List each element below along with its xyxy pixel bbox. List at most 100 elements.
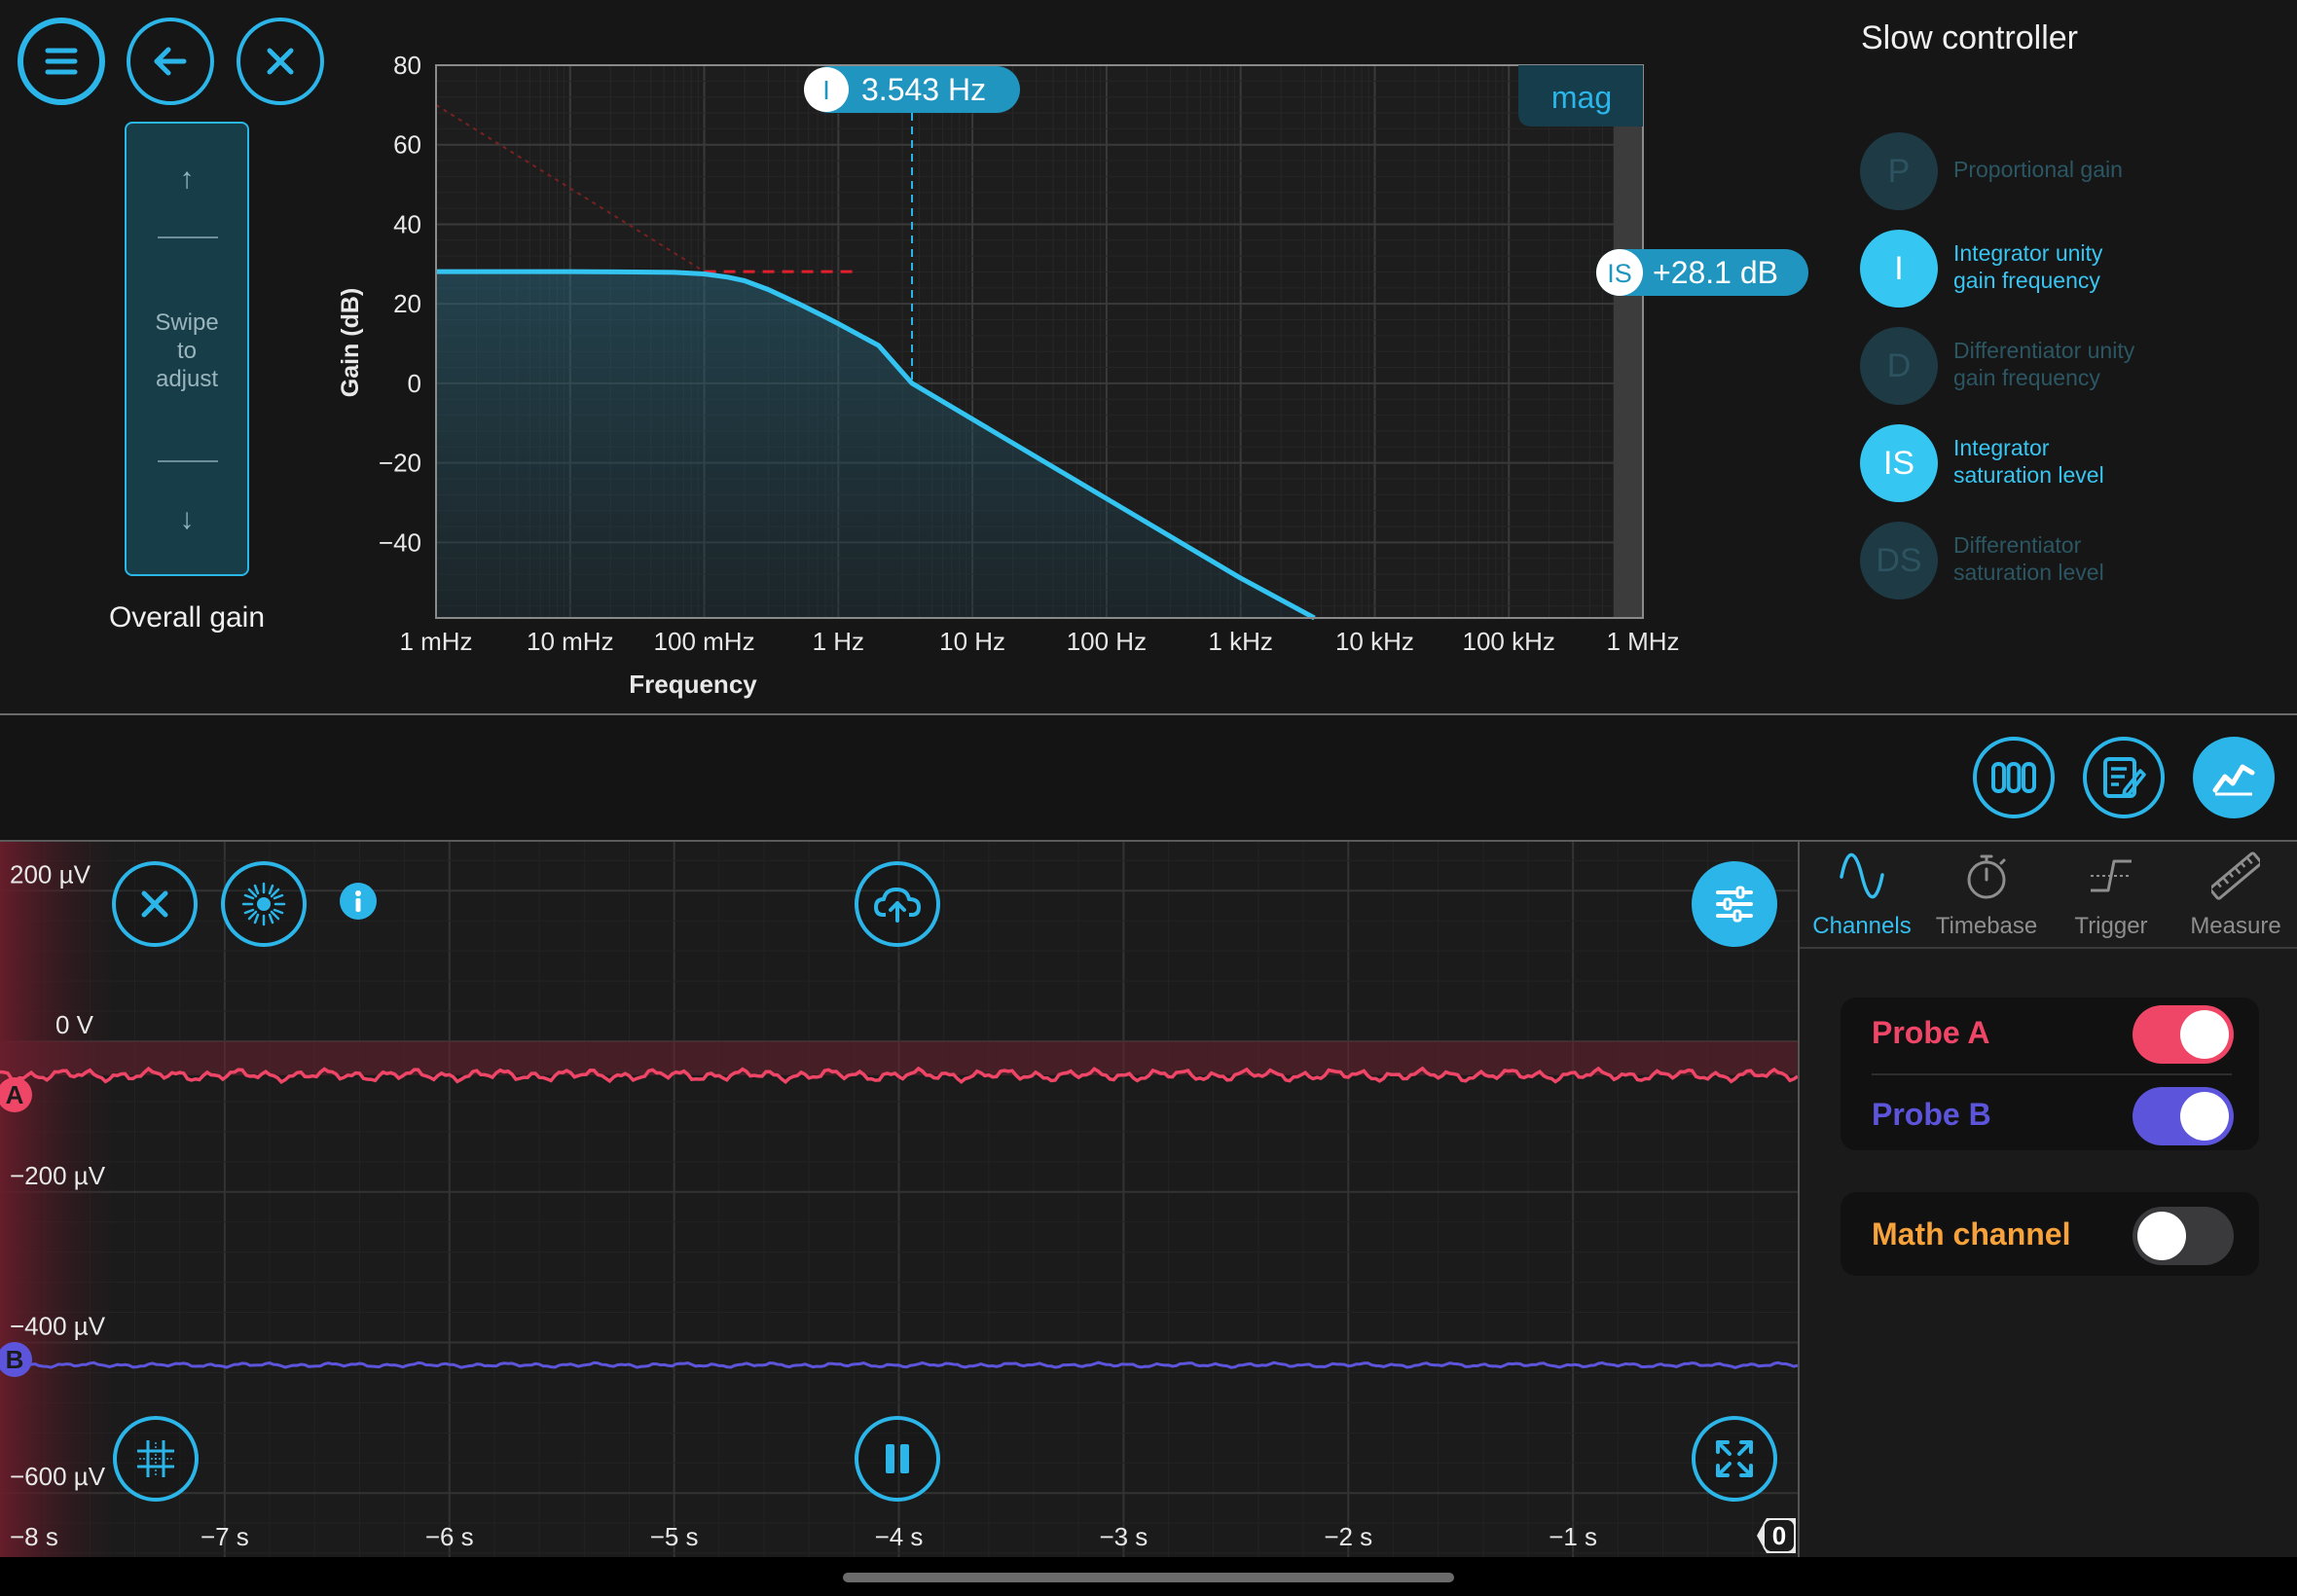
close-icon bbox=[141, 890, 168, 918]
fullscreen-button[interactable] bbox=[1692, 1416, 1777, 1502]
overall-gain-slider[interactable]: ↑ Swipe to adjust ↓ bbox=[125, 122, 249, 576]
scope-x-tick-label: −4 s bbox=[875, 1522, 924, 1551]
three-bars-icon bbox=[1991, 762, 2036, 793]
x-tick-label: 1 Hz bbox=[813, 627, 864, 656]
menu-button[interactable] bbox=[18, 18, 105, 105]
scope-y-tick-label: −400 µV bbox=[10, 1312, 106, 1341]
sliders-icon bbox=[1716, 886, 1753, 923]
notes-button[interactable] bbox=[2083, 737, 2165, 818]
grid-button[interactable] bbox=[113, 1416, 199, 1502]
param-ds-button[interactable]: DS bbox=[1860, 522, 1938, 599]
scope-x-tick-label: −3 s bbox=[1099, 1522, 1148, 1551]
probe-b-label: Probe B bbox=[1872, 1097, 1991, 1132]
trigger-marker-label: 0 bbox=[1772, 1521, 1786, 1550]
grid-crosshair-icon bbox=[137, 1440, 174, 1477]
scope-x-tick-label: −2 s bbox=[1324, 1522, 1372, 1551]
info-button[interactable] bbox=[340, 883, 377, 920]
pause-icon bbox=[886, 1444, 909, 1473]
scope-y-tick-label: 200 µV bbox=[10, 859, 91, 889]
param-label-line: saturation level bbox=[1953, 560, 2104, 585]
param-p-button[interactable]: P bbox=[1860, 132, 1938, 210]
param-p-label[interactable]: Proportional gain bbox=[1953, 156, 2206, 183]
settings-tabs: Channels Timebase Trigger bbox=[1800, 842, 2297, 949]
stopwatch-icon bbox=[1967, 854, 2006, 899]
param-d-label[interactable]: Differentiator unity gain frequency bbox=[1953, 337, 2206, 391]
probes-card: Probe A Probe B bbox=[1841, 998, 2259, 1150]
home-indicator[interactable] bbox=[843, 1573, 1454, 1582]
param-label-line: Differentiator bbox=[1953, 532, 2082, 558]
sine-wave-icon bbox=[1840, 852, 1884, 899]
channels-view-button[interactable] bbox=[1973, 737, 2055, 818]
x-tick-label: 1 kHz bbox=[1208, 627, 1272, 656]
close-button[interactable] bbox=[237, 18, 324, 105]
is-marker-badge[interactable]: IS +28.1 dB bbox=[1596, 249, 1808, 296]
math-channel-toggle[interactable] bbox=[2133, 1207, 2234, 1265]
is-marker-value: +28.1 dB bbox=[1653, 255, 1778, 290]
tab-trigger[interactable]: Trigger bbox=[2049, 842, 2173, 949]
swipe-hint-line: Swipe bbox=[155, 309, 219, 336]
param-label-line: Integrator bbox=[1953, 435, 2050, 460]
i-marker-value: 3.543 Hz bbox=[861, 72, 986, 107]
probe-a-row: Probe A bbox=[1841, 998, 2259, 1068]
math-channel-label: Math channel bbox=[1872, 1216, 2071, 1251]
mag-toggle[interactable]: mag bbox=[1518, 65, 1643, 127]
param-i-label[interactable]: Integrator unity gain frequency bbox=[1953, 239, 2206, 294]
info-icon bbox=[355, 890, 361, 912]
pause-button[interactable] bbox=[855, 1416, 940, 1502]
trigger-position-marker[interactable]: 0 bbox=[1757, 1518, 1796, 1553]
probe-a-marker[interactable]: A bbox=[0, 1077, 32, 1112]
back-button[interactable] bbox=[127, 18, 214, 105]
math-card: Math channel bbox=[1841, 1192, 2259, 1276]
pid-controller-panel: ↑ Swipe to adjust ↓ Overall gain mag bbox=[0, 0, 2297, 713]
probe-a-trace bbox=[0, 1066, 1798, 1085]
history-edge-shade bbox=[0, 842, 117, 1557]
x-tick-label: 10 mHz bbox=[527, 627, 614, 656]
toggle-knob bbox=[2180, 1010, 2229, 1059]
laser-button[interactable] bbox=[221, 861, 307, 947]
probe-b-marker-letter: B bbox=[6, 1345, 24, 1374]
y-tick-label: 60 bbox=[393, 130, 421, 160]
toolbar-divider bbox=[0, 840, 2297, 842]
param-is-label[interactable]: Integrator saturation level bbox=[1953, 434, 2206, 489]
param-is-button[interactable]: IS bbox=[1860, 424, 1938, 502]
y-tick-label: 40 bbox=[393, 209, 421, 238]
param-ds-label[interactable]: Differentiator saturation level bbox=[1953, 531, 2206, 586]
scope-y-tick-label: −200 µV bbox=[10, 1161, 106, 1190]
tab-measure[interactable]: Measure bbox=[2173, 842, 2297, 949]
tab-label: Channels bbox=[1812, 913, 1912, 939]
up-arrow-icon: ↑ bbox=[179, 163, 195, 195]
x-axis-ticks: 1 mHz 10 mHz 100 mHz 1 Hz 10 Hz 100 Hz 1 kHz 10… bbox=[399, 627, 1679, 656]
param-d-button[interactable]: D bbox=[1860, 327, 1938, 405]
tab-timebase[interactable]: Timebase bbox=[1924, 842, 2049, 949]
probe-a-label: Probe A bbox=[1872, 1015, 1990, 1050]
scope-settings-button[interactable] bbox=[1692, 861, 1777, 947]
cloud-upload-icon bbox=[874, 888, 921, 923]
plot-right-scrollbar[interactable] bbox=[1614, 65, 1643, 618]
probe-b-trace bbox=[0, 1360, 1798, 1369]
tab-channels[interactable]: Channels bbox=[1800, 842, 1924, 949]
oscilloscope-display[interactable]: 200 µV 0 V −200 µV −400 µV −600 µV −8 s −7 s −… bbox=[0, 842, 1798, 1557]
x-tick-label: 100 Hz bbox=[1067, 627, 1147, 656]
cloud-upload-button[interactable] bbox=[855, 861, 940, 947]
x-tick-label: 1 mHz bbox=[399, 627, 472, 656]
i-marker-letter: I bbox=[822, 75, 830, 105]
y-tick-label: 0 bbox=[408, 369, 421, 398]
scope-close-button[interactable] bbox=[112, 861, 198, 947]
home-indicator-bar bbox=[0, 1557, 2297, 1596]
probe-b-toggle[interactable] bbox=[2133, 1087, 2234, 1145]
tab-label: Measure bbox=[2190, 913, 2281, 939]
probe-a-toggle[interactable] bbox=[2133, 1005, 2234, 1064]
probe-a-marker-letter: A bbox=[6, 1080, 24, 1109]
probe-b-marker[interactable]: B bbox=[0, 1342, 32, 1377]
y-tick-label: −20 bbox=[379, 449, 421, 478]
mag-tab[interactable] bbox=[1518, 65, 1643, 127]
i-marker-badge[interactable]: I 3.543 Hz bbox=[804, 66, 1020, 113]
math-channel-row: Math channel bbox=[1841, 1199, 2259, 1269]
panel-divider bbox=[0, 713, 2297, 715]
scope-y-ticks: 200 µV 0 V −200 µV −400 µV −600 µV bbox=[10, 859, 106, 1491]
x-tick-label: 1 MHz bbox=[1606, 627, 1679, 656]
param-i-button[interactable]: I bbox=[1860, 230, 1938, 308]
oscilloscope-view-button[interactable] bbox=[2193, 737, 2275, 818]
trigger-edge-icon bbox=[2091, 859, 2132, 892]
